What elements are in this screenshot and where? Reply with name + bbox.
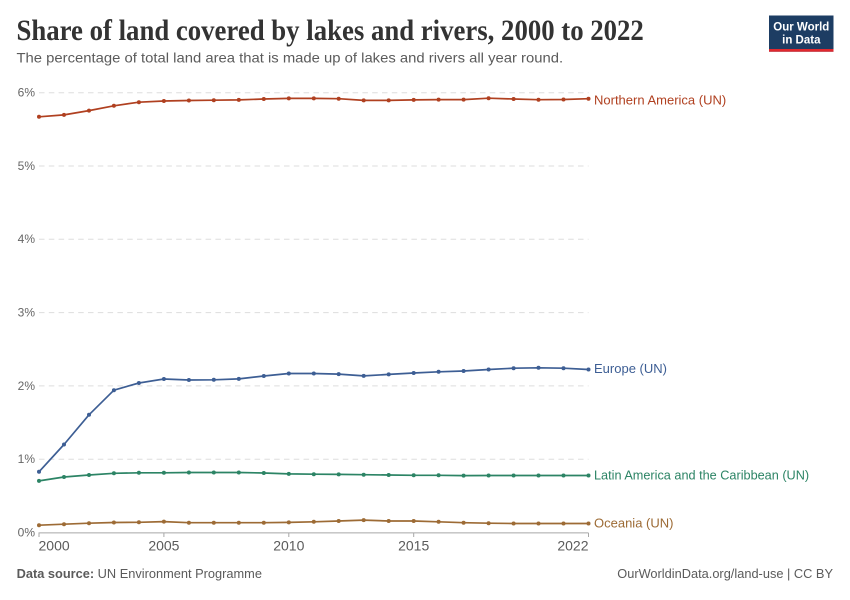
svg-text:OurWorldinData.org/land-use |: OurWorldinData.org/land-use | CC BY — [617, 566, 833, 581]
svg-text:Share of land covered by lakes: Share of land covered by lakes and river… — [17, 15, 644, 48]
svg-text:0%: 0% — [18, 525, 36, 539]
svg-text:6%: 6% — [18, 86, 36, 100]
svg-text:2000: 2000 — [39, 538, 70, 554]
svg-text:The percentage of total land a: The percentage of total land area that i… — [17, 51, 564, 67]
svg-text:Data source: UN Environment Pr: Data source: UN Environment Programme — [17, 566, 262, 581]
svg-text:2015: 2015 — [398, 538, 429, 554]
svg-text:1%: 1% — [18, 452, 36, 466]
svg-text:Latin America and the Caribbea: Latin America and the Caribbean (UN) — [594, 469, 809, 483]
svg-text:3%: 3% — [18, 306, 36, 320]
svg-text:Oceania (UN): Oceania (UN) — [594, 516, 673, 531]
svg-text:4%: 4% — [18, 232, 36, 246]
svg-text:Northern America (UN): Northern America (UN) — [594, 92, 726, 107]
svg-text:2005: 2005 — [148, 538, 179, 554]
svg-text:2022: 2022 — [557, 538, 588, 554]
svg-text:Europe (UN): Europe (UN) — [594, 361, 667, 376]
svg-text:2%: 2% — [18, 379, 36, 393]
svg-text:in Data: in Data — [782, 35, 821, 47]
svg-text:2010: 2010 — [273, 538, 304, 554]
svg-text:5%: 5% — [18, 159, 36, 173]
svg-text:Our World: Our World — [773, 22, 829, 34]
